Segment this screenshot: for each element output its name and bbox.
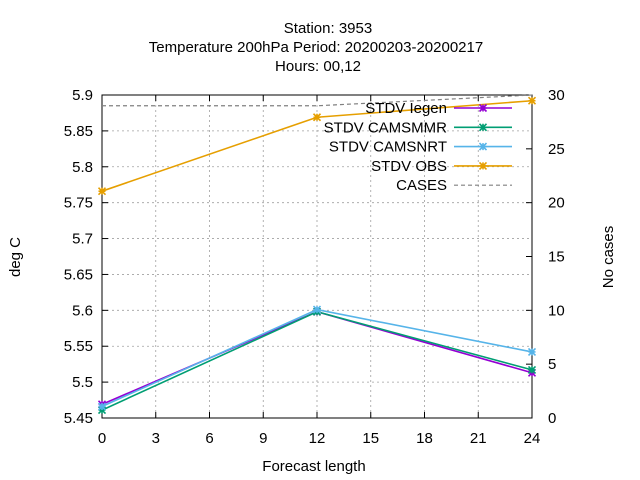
x-tick-label: 3 <box>152 430 160 447</box>
y-tick-label: 5.7 <box>72 231 93 248</box>
legend-label-stdv-obs: STDV OBS <box>371 158 447 175</box>
series-layer <box>97 94 537 415</box>
data-point-stdv-camsnrt <box>312 305 322 314</box>
y2-axis-label: No cases <box>600 226 617 289</box>
y-tick-label: 5.8 <box>72 159 93 176</box>
y-tick-label: 5.85 <box>64 123 93 140</box>
data-point-stdv-camsnrt <box>97 402 107 411</box>
data-point-stdv-camsnrt <box>527 347 537 357</box>
y-tick-label: 5.75 <box>64 195 93 212</box>
chart-title-line1: Station: 3953 <box>284 20 372 37</box>
x-tick-label: 9 <box>259 430 267 447</box>
data-point-stdv-obs <box>97 187 107 196</box>
y-tick-label: 5.65 <box>64 266 93 283</box>
y2-tick-label: 20 <box>548 195 565 212</box>
x-tick-label: 0 <box>98 430 106 447</box>
data-point-stdv-obs <box>527 96 537 105</box>
x-tick-label: 15 <box>362 430 379 447</box>
chart-title-line2: Temperature 200hPa Period: 20200203-2020… <box>149 39 483 56</box>
y-tick-label: 5.9 <box>72 87 93 104</box>
y2-tick-label: 30 <box>548 87 565 104</box>
x-axis-label: Forecast length <box>262 458 365 475</box>
y-tick-label: 5.6 <box>72 302 93 319</box>
y2-tick-label: 0 <box>548 410 556 427</box>
legend-label-stdv-iegen: STDV Iegen <box>365 100 447 117</box>
legend-marker-stdv-obs <box>478 161 488 170</box>
y2-tick-label: 25 <box>548 141 565 158</box>
y-tick-label: 5.5 <box>72 374 93 391</box>
legend-marker-stdv-camsnrt <box>478 142 488 151</box>
data-point-stdv-camsmmr <box>97 406 107 415</box>
ticks-layer: 0 3 6 9 12 15 18 21 24 5.45 5.5 5.55 5.6 5.65 5.7 5.75 5… <box>64 87 565 447</box>
data-point-stdv-obs <box>312 113 322 122</box>
legend-marker-stdv-camsmmr <box>478 123 488 132</box>
legend-label-stdv-camsnrt: STDV CAMSNRT <box>329 139 447 156</box>
legend: STDV Iegen STDV CAMSMMR STDV CAMSNRT STDV O… <box>324 100 512 194</box>
legend-marker-stdv-iegen <box>478 103 488 113</box>
x-tick-label: 24 <box>524 430 541 447</box>
y2-tick-label: 5 <box>548 356 556 373</box>
x-tick-label: 12 <box>309 430 326 447</box>
y-tick-label: 5.45 <box>64 410 93 427</box>
y-tick-label: 5.55 <box>64 338 93 355</box>
legend-label-stdv-camsmmr: STDV CAMSMMR <box>324 119 448 136</box>
y2-tick-label: 15 <box>548 249 565 266</box>
x-tick-label: 21 <box>470 430 487 447</box>
y2-tick-label: 10 <box>548 302 565 319</box>
x-tick-label: 18 <box>416 430 433 447</box>
series-line-cases <box>102 94 533 107</box>
y-axis-label: deg C <box>7 237 24 277</box>
chart-title-line3: Hours: 00,12 <box>275 58 361 75</box>
legend-label-cases: CASES <box>396 177 447 194</box>
data-point-stdv-camsmmr <box>527 365 537 374</box>
x-tick-label: 6 <box>205 430 213 447</box>
